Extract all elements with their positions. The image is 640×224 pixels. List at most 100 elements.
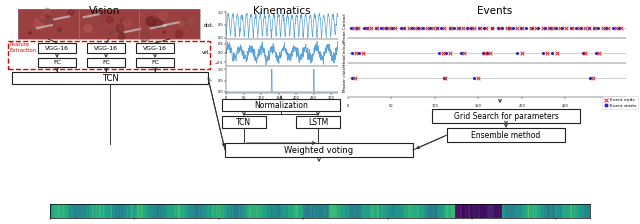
Point: [428, 26, 438, 30]
Point: [551, 26, 561, 30]
Point: [354, 51, 364, 55]
Point: [593, 26, 604, 30]
Text: VGG-16: VGG-16: [143, 45, 167, 50]
Point: [371, 26, 381, 30]
Circle shape: [33, 20, 41, 28]
Point: [487, 26, 497, 30]
Point: [548, 26, 558, 30]
Circle shape: [179, 21, 184, 26]
Point: [432, 26, 442, 30]
Point: [504, 26, 515, 30]
Point: [531, 26, 541, 30]
Point: [477, 51, 488, 55]
Point: [479, 26, 489, 30]
Point: [366, 26, 376, 30]
Circle shape: [35, 19, 38, 22]
Point: [591, 51, 601, 55]
Circle shape: [45, 16, 54, 25]
Point: [566, 26, 576, 30]
Text: Events: Events: [477, 6, 513, 16]
Point: [594, 51, 604, 55]
Point: [349, 26, 360, 30]
Text: FC: FC: [53, 60, 61, 65]
Text: Kinematics: Kinematics: [253, 6, 311, 16]
Circle shape: [141, 32, 150, 41]
Y-axis label: Probe Contact: Probe Contact: [343, 14, 348, 42]
Point: [557, 26, 567, 30]
Point: [567, 26, 577, 30]
Text: Feature
Extraction: Feature Extraction: [10, 42, 37, 53]
Y-axis label: Master clutch: Master clutch: [343, 64, 348, 92]
Point: [614, 26, 625, 30]
Point: [601, 26, 611, 30]
FancyBboxPatch shape: [296, 116, 340, 128]
Point: [469, 76, 479, 80]
Text: LSTM: LSTM: [308, 118, 328, 127]
Point: [584, 26, 595, 30]
Point: [439, 26, 449, 30]
Point: [590, 26, 600, 30]
Y-axis label: dist.: dist.: [204, 22, 214, 28]
Point: [438, 76, 449, 80]
Circle shape: [120, 23, 129, 32]
Point: [589, 26, 599, 30]
Point: [436, 26, 447, 30]
FancyBboxPatch shape: [222, 99, 340, 111]
Point: [525, 26, 536, 30]
Point: [353, 26, 364, 30]
Point: [424, 26, 435, 30]
Point: [445, 51, 455, 55]
Point: [398, 26, 408, 30]
Point: [384, 26, 394, 30]
Circle shape: [99, 19, 106, 26]
Text: FC: FC: [102, 60, 110, 65]
Point: [473, 76, 483, 80]
Text: Grid Search for parameters: Grid Search for parameters: [454, 112, 559, 121]
Circle shape: [41, 16, 44, 19]
Point: [516, 51, 527, 55]
Point: [441, 51, 451, 55]
Point: [504, 26, 515, 30]
Point: [410, 26, 420, 30]
Point: [588, 76, 598, 80]
Point: [580, 26, 591, 30]
Point: [552, 51, 562, 55]
Circle shape: [124, 19, 131, 26]
Point: [561, 26, 572, 30]
Text: Ensemble method: Ensemble method: [472, 131, 541, 140]
Circle shape: [36, 23, 44, 30]
Point: [358, 51, 368, 55]
Point: [372, 26, 382, 30]
Point: [511, 26, 522, 30]
Text: Vision: Vision: [90, 6, 121, 16]
Point: [454, 26, 464, 30]
Point: [575, 26, 586, 30]
Point: [475, 26, 485, 30]
Circle shape: [45, 14, 49, 18]
Point: [387, 26, 397, 30]
Point: [527, 26, 537, 30]
Point: [407, 26, 417, 30]
Point: [468, 26, 479, 30]
Point: [462, 26, 472, 30]
Point: [362, 26, 372, 30]
FancyBboxPatch shape: [136, 58, 174, 67]
Text: Weighted voting: Weighted voting: [284, 146, 353, 155]
X-axis label: time (s): time (s): [477, 109, 497, 114]
Point: [485, 51, 495, 55]
Point: [362, 26, 372, 30]
Text: VGG-16: VGG-16: [45, 45, 69, 50]
Circle shape: [159, 12, 167, 20]
Circle shape: [108, 30, 113, 35]
Circle shape: [106, 28, 112, 34]
Point: [515, 26, 525, 30]
Text: Normalization: Normalization: [254, 101, 308, 110]
Text: TCN: TCN: [102, 73, 118, 82]
Circle shape: [175, 30, 182, 38]
Point: [607, 26, 618, 30]
Point: [432, 26, 442, 30]
FancyBboxPatch shape: [432, 109, 580, 123]
Circle shape: [118, 33, 125, 40]
Point: [481, 26, 491, 30]
Point: [379, 26, 389, 30]
